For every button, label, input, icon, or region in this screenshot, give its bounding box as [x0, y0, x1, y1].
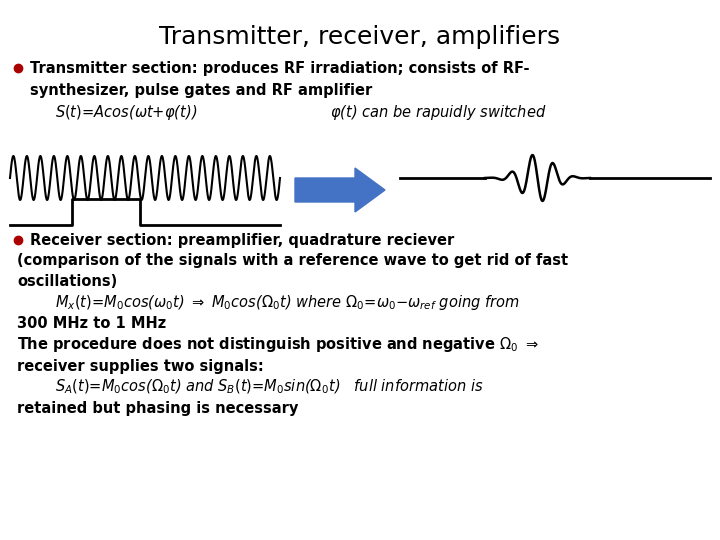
- Text: (comparison of the signals with a reference wave to get rid of fast: (comparison of the signals with a refere…: [17, 253, 568, 268]
- Text: synthesizer, pulse gates and RF amplifier: synthesizer, pulse gates and RF amplifie…: [30, 83, 372, 98]
- Text: $M_x(t)$=$M_0$cos($\omega_0 t$) $\Rightarrow$ $M_0$cos($\Omega_0 t$) where $\Ome: $M_x(t)$=$M_0$cos($\omega_0 t$) $\Righta…: [55, 294, 520, 313]
- Text: $S(t)$=$A$cos($\omega t$+$\varphi$($t$)): $S(t)$=$A$cos($\omega t$+$\varphi$($t$)): [55, 103, 197, 122]
- Text: Transmitter section: produces RF irradiation; consists of RF-: Transmitter section: produces RF irradia…: [30, 60, 529, 76]
- Text: retained but phasing is necessary: retained but phasing is necessary: [17, 401, 298, 415]
- Text: $S_A(t)$=$M_0$cos($\Omega_0 t$) and $S_B(t)$=$M_0$sin($\Omega_0 t$)   full infor: $S_A(t)$=$M_0$cos($\Omega_0 t$) and $S_B…: [55, 378, 484, 396]
- Text: Receiver section: preamplifier, quadrature reciever: Receiver section: preamplifier, quadratu…: [30, 233, 454, 247]
- Text: 300 MHz to 1 MHz: 300 MHz to 1 MHz: [17, 316, 166, 332]
- Text: Transmitter, receiver, amplifiers: Transmitter, receiver, amplifiers: [159, 25, 561, 49]
- Text: receiver supplies two signals:: receiver supplies two signals:: [17, 359, 264, 374]
- Polygon shape: [295, 168, 385, 212]
- Text: The procedure does not distinguish positive and negative $\Omega_0$ $\Rightarrow: The procedure does not distinguish posit…: [17, 335, 539, 354]
- Text: oscillations): oscillations): [17, 274, 117, 289]
- Text: $\varphi$($t$) can be rapuidly switched: $\varphi$($t$) can be rapuidly switched: [330, 103, 546, 122]
